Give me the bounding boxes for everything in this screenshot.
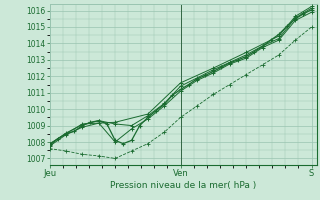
X-axis label: Pression niveau de la mer( hPa ): Pression niveau de la mer( hPa ) [110, 181, 256, 190]
